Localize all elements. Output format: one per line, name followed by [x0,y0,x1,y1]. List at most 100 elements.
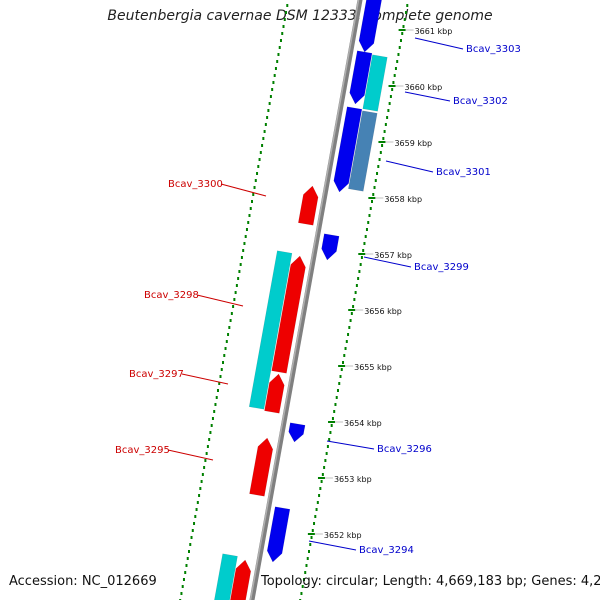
right-ring-dot [326,445,329,448]
gene-label: Bcav_3299 [414,262,469,273]
left-ring-dot [281,32,284,35]
right-ring-dot [353,298,356,301]
left-ring-dot [182,578,185,581]
left-ring-dot [190,536,193,539]
right-ring-dot [387,109,390,112]
gene-features [214,0,388,600]
gene-label: Bcav_3298 [144,290,199,301]
right-ring-dot [314,515,317,518]
right-ring-dot [372,193,375,196]
left-ring-dot [203,466,206,469]
left-ring-dot [282,25,285,28]
gene-feature-bcav-3300 [298,185,319,226]
left-ring-dot [245,228,248,231]
gene-label: Bcav_3297 [129,369,184,380]
tick-label: 3654 kbp [344,419,382,428]
left-ring-dot [181,585,184,588]
gene-feature-bcav-3293 [230,559,252,600]
left-ring-dot [239,263,242,266]
left-ring-dot [251,200,253,203]
right-ring-dot [362,249,365,252]
left-ring-dot [247,221,250,224]
right-ring-dot [329,431,332,434]
tick-label: 3656 kbp [364,307,402,316]
gene-label-leader [385,160,434,173]
left-ring-dot [283,18,286,21]
right-ring-dot [310,536,313,539]
right-ring-dot [377,165,380,168]
gene-label-leader [167,449,214,461]
left-ring-dot [210,424,213,427]
gene-labels: Bcav_3303 Bcav_3302 Bcav_3301 Bcav_3300 Bcav… [115,37,521,556]
left-ring-dot [229,319,232,322]
right-ring-dot [335,396,338,399]
left-ring-dot [206,445,209,448]
gene-feature-bcav-3302 [349,50,373,105]
left-ring-dot [227,333,230,336]
gene-label: Bcav_3303 [466,44,521,55]
gene-label-leader [196,294,244,307]
accession-label: Accession: NC_012669 [9,574,157,589]
tick-rings [179,4,409,600]
right-ring-dot [330,424,333,427]
right-ring-dot [313,522,316,525]
left-ring-dot [211,417,214,420]
right-ring-major-tick [328,421,336,423]
right-ring-dot [318,494,321,497]
right-ring-dot [323,466,326,469]
right-ring-dot [334,403,337,406]
gene-feature-bcav-3297 [264,373,285,414]
left-ring-dot [276,60,279,63]
gene-feature-bcav-3299 [321,233,340,261]
right-ring-dot [304,571,307,574]
right-ring-dot [376,172,379,175]
left-ring-dot [252,193,255,196]
backbone [249,0,363,600]
right-ring-dot [316,501,319,504]
right-ring-dot [367,221,370,224]
left-ring-dot [234,291,237,294]
right-ring-dot [406,4,409,7]
left-ring-dot [198,494,201,497]
left-ring-dot [213,410,216,413]
right-ring-dot [336,389,339,392]
right-ring-dot [309,543,312,546]
right-ring-dot [402,25,405,28]
gene-feature-bcav-3295 [249,437,274,497]
right-ring-dot [364,235,367,238]
left-ring-dot [199,487,202,490]
left-ring-dot [223,354,226,357]
left-ring-dot [256,172,259,175]
right-ring-dot [357,277,360,280]
gene-feature-bcav-3303 [358,0,382,53]
right-ring-major-tick [388,85,396,87]
right-ring-dot [369,207,372,210]
left-ring-dot [193,522,196,525]
right-ring-dot [333,410,336,413]
right-ring-dot [344,347,347,350]
right-ring-major-tick [358,253,366,255]
right-ring-dot [320,480,323,483]
right-ring-dot [345,340,348,343]
right-ring-dot [315,508,318,511]
left-ring-dot [195,508,198,511]
gene-label-leader [220,183,267,197]
gene-label-leader [326,440,375,450]
right-ring-dot [321,473,324,476]
left-ring-dot [222,361,225,364]
tick-label: 3661 kbp [415,27,453,36]
right-ring-major-tick [338,365,346,367]
gene-label-leader [308,540,357,551]
right-ring-dot [393,74,396,77]
left-ring-dot [257,165,260,168]
right-ring-dot [388,102,391,105]
left-ring-dot [268,102,271,105]
right-ring-dot [394,67,397,70]
left-ring-dot [228,326,231,329]
gene-label-leader [363,256,412,268]
topology-label: Topology: circular; Length: 4,669,183 bp… [261,574,600,589]
right-ring-dot [381,144,384,147]
right-ring-dot [368,214,371,217]
right-ring-dot [363,242,366,245]
cds-feature-bcav-3301 [348,110,378,192]
